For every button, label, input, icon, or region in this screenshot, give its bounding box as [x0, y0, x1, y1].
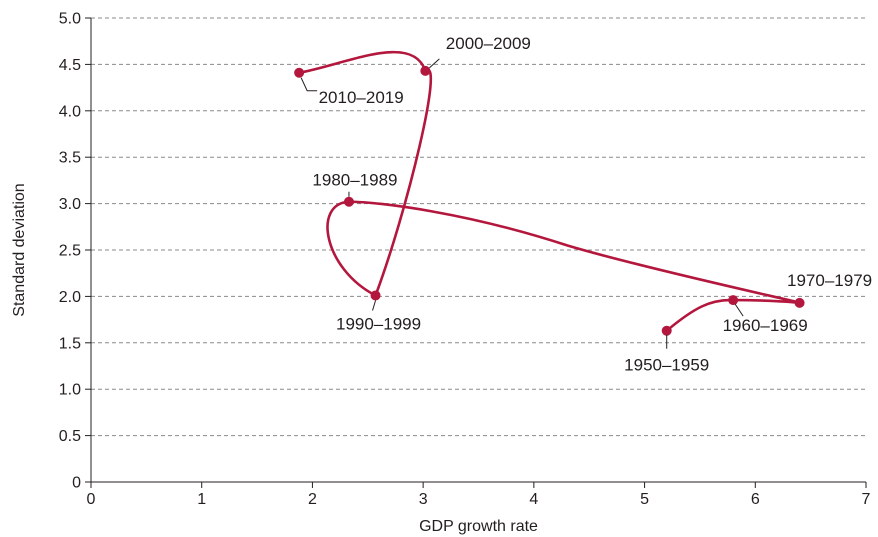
label-leader-line	[429, 58, 440, 69]
point-label: 1960–1969	[723, 316, 808, 335]
label-leader-line	[372, 300, 377, 311]
grid-lines	[91, 17, 866, 437]
data-point	[728, 295, 739, 306]
point-label: 2000–2009	[446, 34, 531, 53]
y-tick-label: 0.5	[59, 428, 81, 445]
point-label: 2010–2019	[319, 88, 404, 107]
x-tick-label: 3	[419, 491, 428, 508]
point-label: 1970–1979	[787, 271, 872, 290]
data-point	[794, 297, 805, 308]
y-tick-label: 3.5	[59, 150, 81, 167]
data-point	[343, 196, 354, 207]
data-points	[294, 65, 805, 336]
x-axis-ticks: 0 1 2 3 4 5 6 7	[87, 482, 871, 508]
y-tick-label: 1.0	[59, 382, 81, 399]
x-tick-label: 0	[87, 491, 96, 508]
data-point	[661, 325, 672, 336]
label-leader-line	[734, 303, 744, 317]
y-tick-label: 4.5	[59, 57, 81, 74]
label-leaders	[300, 58, 744, 349]
x-tick-label: 4	[529, 491, 538, 508]
y-tick-label: 2.0	[59, 289, 81, 306]
x-tick-label: 6	[751, 491, 760, 508]
y-axis-title: Standard deviation	[11, 183, 28, 316]
y-tick-label: 4.0	[59, 103, 81, 120]
y-tick-label: 0	[72, 475, 81, 492]
label-leader-line	[300, 77, 318, 92]
point-labels: 1950–1959 1960–1969 1970–1979 1980–1989 1990…	[312, 34, 872, 375]
x-tick-label: 2	[308, 491, 317, 508]
x-tick-label: 7	[862, 491, 871, 508]
data-point	[370, 290, 381, 301]
y-tick-label: 5.0	[59, 11, 81, 28]
y-tick-label: 3.0	[59, 196, 81, 213]
x-axis-title: GDP growth rate	[419, 518, 538, 535]
point-label: 1980–1989	[312, 171, 397, 190]
y-axis-ticks: 0 0.5 1.0 1.5 2.0 2.5 3.0 3.5 4.0 4.5 5.0	[59, 11, 91, 492]
data-point	[420, 65, 431, 76]
point-label: 1990–1999	[336, 314, 421, 333]
data-point	[294, 67, 305, 78]
point-label: 1950–1959	[624, 356, 709, 375]
x-tick-label: 5	[640, 491, 649, 508]
y-tick-label: 2.5	[59, 243, 81, 260]
x-tick-label: 1	[197, 491, 206, 508]
y-tick-label: 1.5	[59, 335, 81, 352]
